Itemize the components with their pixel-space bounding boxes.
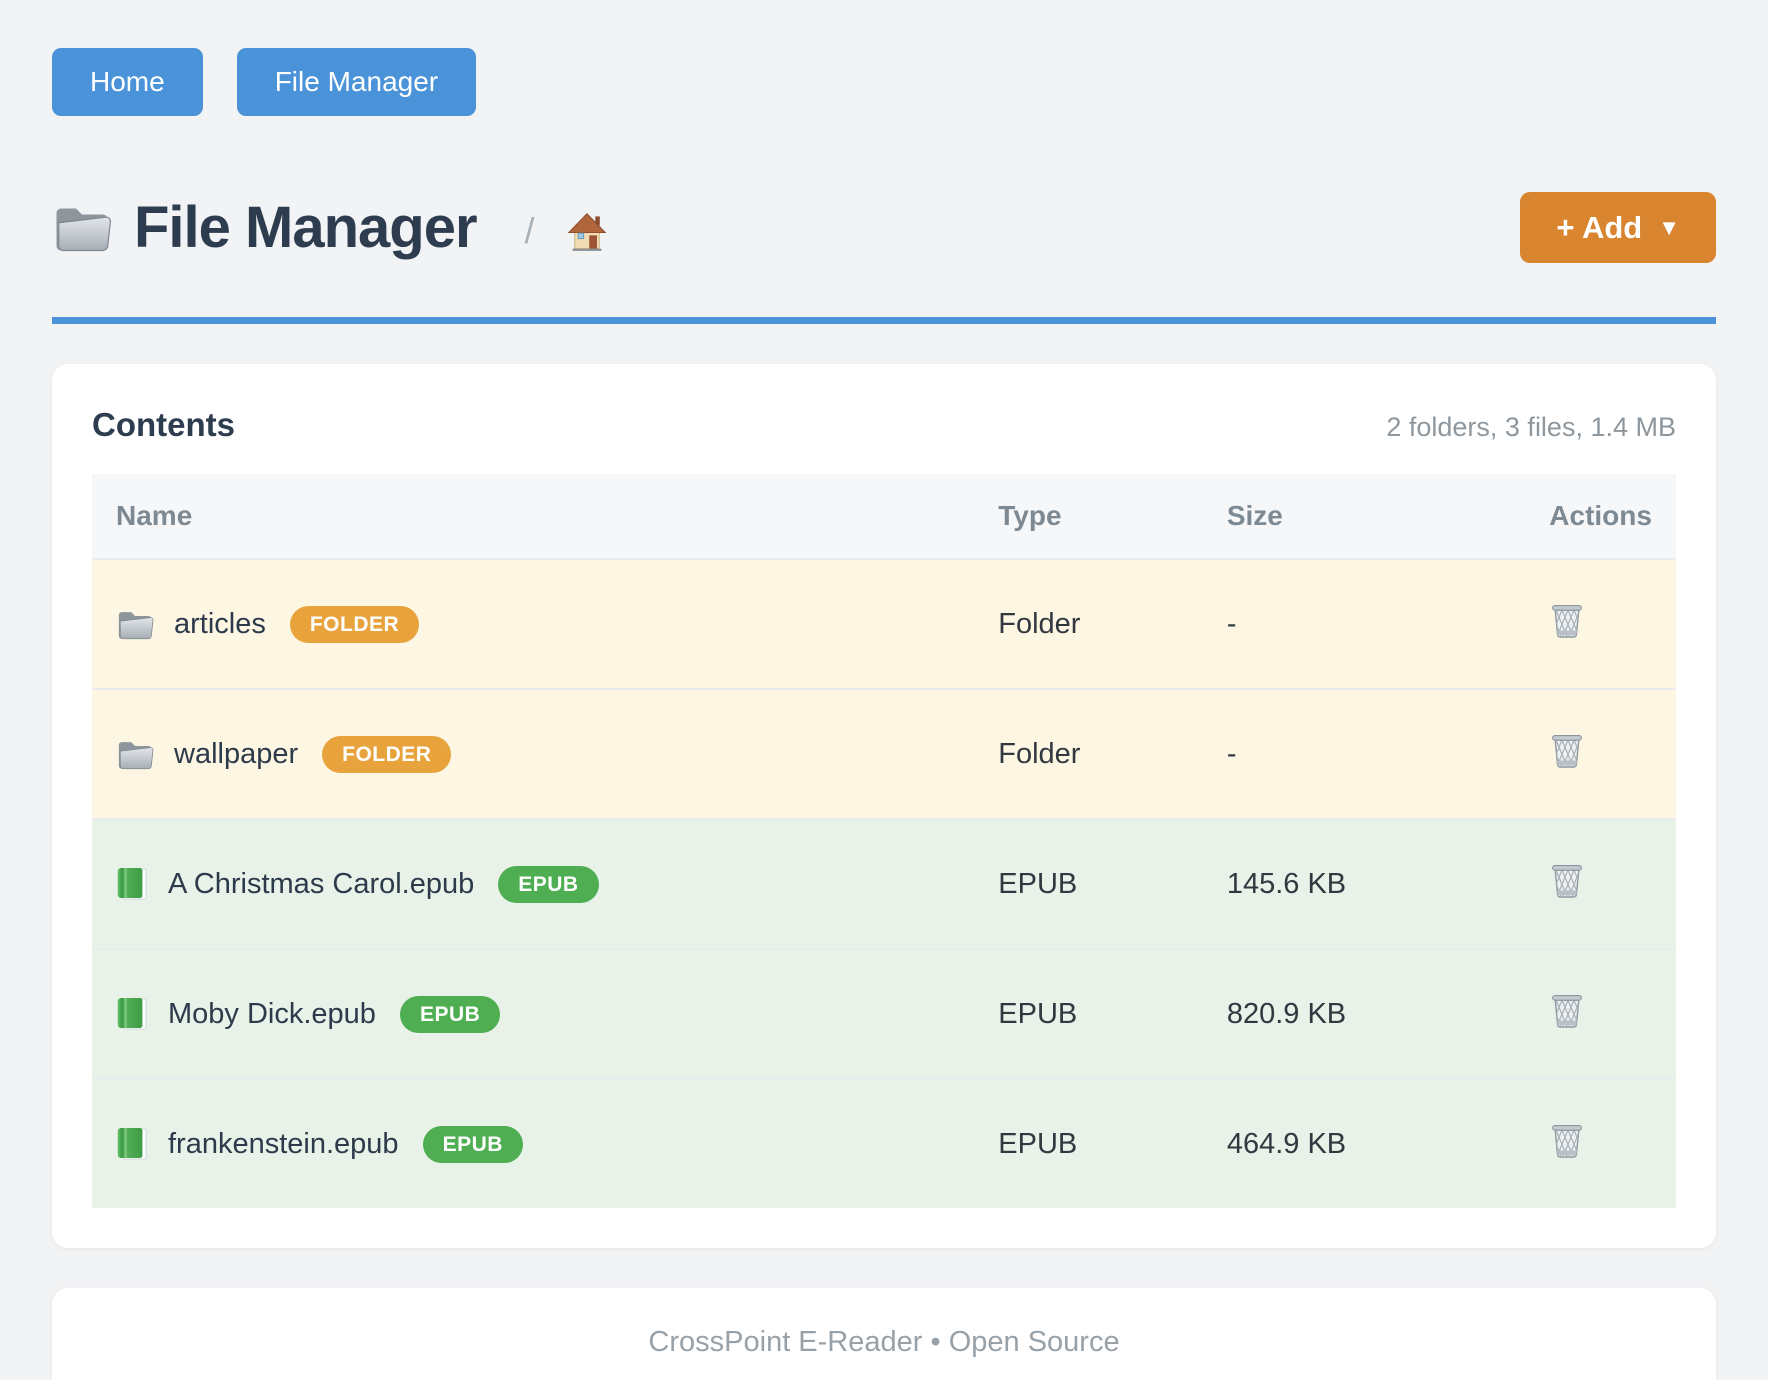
type-cell: EPUB [998, 997, 1078, 1030]
book-icon [116, 866, 148, 902]
footer-text: CrossPoint E-Reader • Open Source [648, 1326, 1120, 1358]
page-header: File Manager / + Add ▼ [52, 192, 1716, 263]
add-button[interactable]: + Add ▼ [1520, 192, 1716, 263]
file-name[interactable]: articles [174, 607, 266, 640]
table-header-row: Name Type Size Actions [92, 474, 1676, 559]
folder-icon [116, 738, 154, 771]
type-badge: FOLDER [289, 605, 420, 643]
delete-button[interactable] [1549, 600, 1585, 640]
trash-icon [1549, 730, 1585, 770]
type-cell: Folder [998, 737, 1081, 770]
contents-summary: 2 folders, 3 files, 1.4 MB [1386, 412, 1676, 442]
trash-icon [1549, 990, 1585, 1030]
top-nav: Home File Manager [52, 48, 1716, 116]
size-cell: - [1226, 737, 1237, 770]
name-cell: A Christmas Carol.epub EPUB [92, 819, 974, 949]
contents-title: Contents [92, 406, 235, 443]
trash-icon [1549, 1120, 1585, 1160]
type-badge: EPUB [422, 1125, 523, 1163]
folder-icon [52, 202, 112, 254]
table-row[interactable]: wallpaper FOLDER Folder - [92, 689, 1676, 819]
table-row[interactable]: A Christmas Carol.epub EPUB EPUB 145.6 K… [92, 819, 1676, 949]
delete-button[interactable] [1549, 1120, 1585, 1160]
type-badge: EPUB [498, 865, 599, 903]
actions-cell [1525, 559, 1676, 689]
trash-icon [1549, 860, 1585, 900]
name-cell: articles FOLDER [92, 559, 974, 689]
file-name[interactable]: A Christmas Carol.epub [168, 867, 475, 900]
actions-cell [1525, 819, 1676, 949]
file-name[interactable]: Moby Dick.epub [168, 997, 376, 1030]
file-table: Name Type Size Actions articles FOLDER F… [92, 474, 1676, 1208]
type-cell: Folder [998, 607, 1081, 640]
column-header-actions: Actions [1525, 474, 1676, 559]
table-row[interactable]: frankenstein.epub EPUB EPUB 464.9 KB [92, 1079, 1676, 1208]
file-table-body: articles FOLDER Folder - wallpaper FOLDE… [92, 559, 1676, 1208]
name-cell: Moby Dick.epub EPUB [92, 949, 974, 1079]
contents-card: Contents 2 folders, 3 files, 1.4 MB Name… [52, 364, 1716, 1248]
book-icon [116, 996, 148, 1032]
file-name[interactable]: wallpaper [174, 737, 299, 770]
type-badge: EPUB [399, 995, 501, 1033]
footer: CrossPoint E-Reader • Open Source [52, 1288, 1716, 1380]
column-header-type: Type [974, 474, 1203, 559]
trash-icon [1549, 600, 1585, 640]
home-icon[interactable] [567, 212, 607, 252]
delete-button[interactable] [1549, 730, 1585, 770]
delete-button[interactable] [1549, 990, 1585, 1030]
size-cell: 820.9 KB [1226, 997, 1347, 1030]
breadcrumb-separator: / [524, 209, 535, 251]
file-name[interactable]: frankenstein.epub [168, 1127, 399, 1160]
actions-cell [1525, 689, 1676, 819]
type-cell: EPUB [998, 867, 1078, 900]
type-cell: EPUB [998, 1127, 1078, 1160]
page-title: File Manager [134, 194, 478, 260]
column-header-name: Name [92, 474, 975, 559]
home-nav-button[interactable]: Home [52, 48, 203, 116]
table-row[interactable]: Moby Dick.epub EPUB EPUB 820.9 KB [92, 949, 1676, 1079]
book-icon [116, 1126, 148, 1162]
actions-cell [1525, 949, 1676, 1079]
size-cell: 145.6 KB [1226, 867, 1347, 900]
size-cell: - [1226, 607, 1237, 640]
table-row[interactable]: articles FOLDER Folder - [92, 559, 1676, 689]
column-header-size: Size [1202, 474, 1526, 559]
folder-icon [116, 608, 154, 641]
file-manager-nav-button[interactable]: File Manager [236, 48, 477, 116]
size-cell: 464.9 KB [1226, 1127, 1347, 1160]
name-cell: wallpaper FOLDER [92, 689, 974, 819]
header-divider [52, 317, 1716, 324]
type-badge: FOLDER [322, 735, 452, 773]
actions-cell [1525, 1079, 1676, 1208]
name-cell: frankenstein.epub EPUB [92, 1079, 974, 1208]
add-button-label: + Add [1556, 210, 1643, 245]
delete-button[interactable] [1549, 860, 1585, 900]
caret-down-icon: ▼ [1658, 214, 1680, 240]
